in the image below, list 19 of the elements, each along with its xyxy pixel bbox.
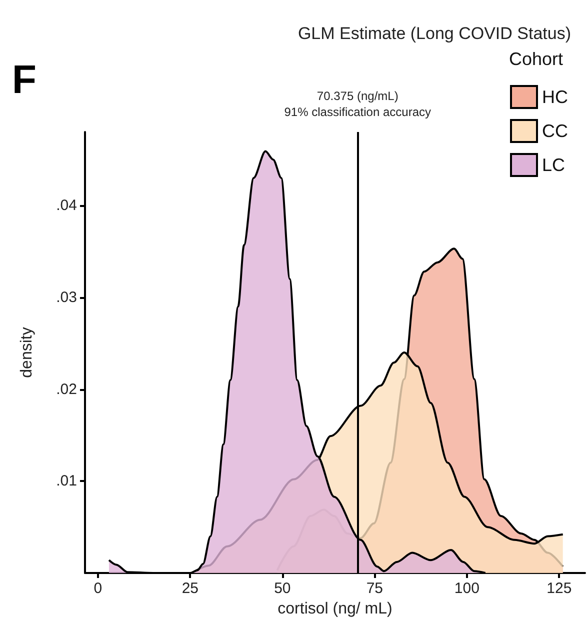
y-axis-title: density — [18, 327, 36, 378]
x-tick-label: 50 — [274, 580, 291, 597]
ref-line-label: 70.375 (ng/mL) 91% classification accuracy — [284, 89, 431, 119]
text: F — [12, 58, 36, 102]
chart-title: GLM Estimate (Long COVID Status) — [298, 24, 572, 43]
legend-label: CC — [542, 121, 568, 141]
x-tick-label: 25 — [182, 580, 199, 597]
y-tick-label: .01 — [56, 472, 77, 490]
x-tick-label: 0 — [94, 580, 102, 597]
x-tick-label: 75 — [366, 580, 384, 597]
y-tick-label: .02 — [56, 380, 77, 398]
x-tick-label: 100 — [454, 580, 480, 597]
legend-title: Cohort — [508, 49, 564, 69]
legend-label: HC — [542, 87, 568, 107]
x-axis-title: cortisol (ng/ mL) — [278, 600, 392, 618]
y-tick-label: .04 — [56, 197, 77, 214]
y-tick-label: .03 — [56, 288, 77, 306]
legend-label: LC — [542, 155, 566, 175]
x-tick-label: 125 — [546, 580, 572, 597]
